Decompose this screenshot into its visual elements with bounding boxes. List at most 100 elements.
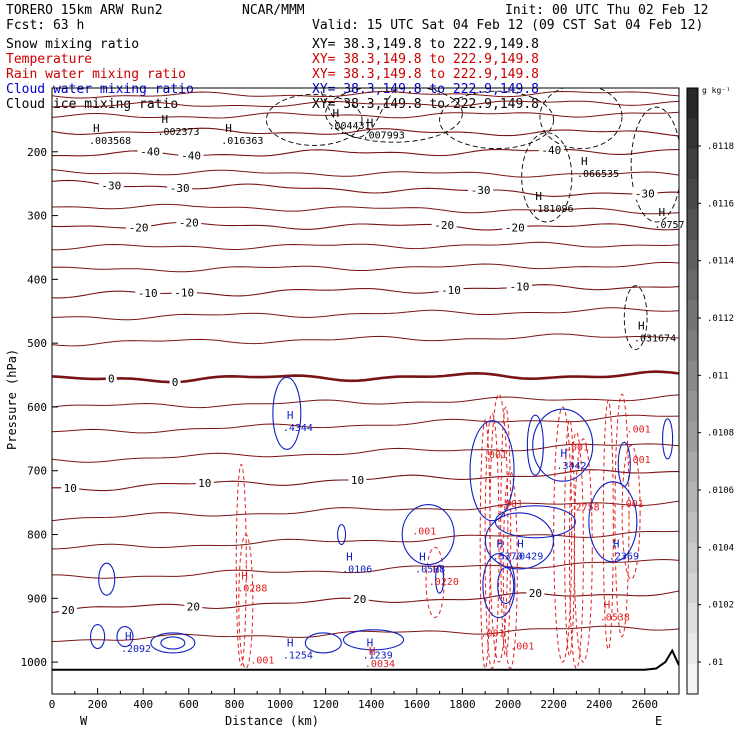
- plot-frame: [51, 87, 680, 695]
- endpoint-left: W: [80, 714, 88, 728]
- cloud-water-contour: [494, 505, 576, 539]
- isotherm-label-bg: [105, 372, 117, 385]
- cloud-water-contour: [90, 624, 106, 650]
- colorbar-tick-label: .0114: [707, 257, 734, 267]
- axes: 0 200 400 600 800 1000 1200 1400 1600 1800 2000 220…: [21, 146, 669, 711]
- y-tick-label: 700: [27, 465, 47, 478]
- isotherm-label-bg: [438, 283, 464, 296]
- y-axis-label: Pressure (hPa): [5, 349, 19, 450]
- y-tick-label: 600: [27, 401, 47, 414]
- maximum-value: .004431: [328, 121, 370, 132]
- isotherm-label-bg: [350, 593, 369, 606]
- isotherm-label: 0: [172, 376, 179, 389]
- maximum-marker: H: [241, 570, 248, 583]
- isotherm-label-bg: [98, 179, 124, 192]
- isotherm-label: -30: [635, 188, 655, 201]
- colorbar-tick-label: .0118: [707, 142, 734, 152]
- isotherm-label: 20: [187, 601, 200, 614]
- cloud-water-contour: [532, 408, 594, 482]
- cloud-water-contour: [116, 626, 134, 648]
- colorbar-tick-label: .01: [707, 658, 723, 668]
- maximum-marker: H: [419, 550, 426, 563]
- maximum-value: .016363: [221, 136, 263, 147]
- colorbar-unit: g kg⁻¹: [702, 86, 731, 95]
- endpoint-right: E: [655, 714, 662, 728]
- isotherm-label: -20: [505, 221, 525, 234]
- rain-water-contour: [238, 534, 254, 669]
- cloud-water-layer: [90, 376, 674, 654]
- colorbar-cell: [687, 269, 698, 301]
- maximum-marker: H: [581, 155, 588, 168]
- x-tick-label: 200: [88, 698, 108, 711]
- maximum-marker: H: [369, 645, 376, 658]
- maximum-marker: H: [225, 122, 232, 135]
- isotherm-label-bg: [169, 376, 181, 389]
- isotherm-label-bg: [506, 280, 532, 293]
- isotherm-line: [52, 443, 679, 463]
- legend-field-name: Rain water mixing ratio: [6, 67, 186, 82]
- isotherm-line: [52, 333, 679, 347]
- terrain-layer: [52, 648, 679, 671]
- cloud-ice-layer: [265, 88, 679, 350]
- colorbar-cell: [687, 542, 698, 574]
- cloud-water-contour: [469, 420, 515, 522]
- maximum-marker: H: [658, 206, 665, 219]
- colorbar-cell: [687, 88, 698, 119]
- y-tick-label: 800: [27, 529, 47, 542]
- cloud-water-contour: [160, 636, 186, 650]
- cloud-water-contour: [484, 512, 554, 570]
- rain-water-contour: [489, 393, 509, 663]
- init-time: Init: 00 UTC Thu 02 Feb 12: [505, 3, 709, 18]
- maximum-marker: H: [560, 447, 567, 460]
- colorbar-cell: [687, 481, 698, 513]
- rain-water-contour: [500, 406, 512, 657]
- maximum-value: .002373: [157, 127, 199, 138]
- rain-contour-label: .2758: [570, 502, 600, 513]
- isotherm-label: -40: [140, 146, 160, 159]
- rain-contour-label: .001: [481, 629, 505, 640]
- isotherm-label: -40: [541, 144, 561, 157]
- isotherm-label: 20: [529, 587, 542, 600]
- cloud-water-contour: [662, 418, 674, 460]
- isotherm-label-bg: [348, 473, 367, 486]
- legend-field-name: Cloud water mixing ratio: [6, 82, 194, 97]
- cloud-water-contour: [588, 481, 638, 563]
- rain-water-layer: [235, 393, 641, 669]
- colorbar-cell: [687, 300, 698, 331]
- rain-contour-label: .001: [565, 442, 589, 453]
- isotherm-line: [52, 241, 679, 251]
- isotherm-label: -30: [101, 180, 121, 193]
- colorbar-tick-label: .0104: [707, 543, 734, 553]
- isotherm-label-bg: [167, 182, 193, 195]
- cloud-water-contour: [98, 562, 116, 596]
- isotherm-label-bg: [195, 477, 214, 490]
- colorbar-cell: [687, 118, 698, 150]
- cloud-water-contour: [150, 632, 196, 654]
- maximum-marker: H: [287, 637, 294, 650]
- isotherm-label: -10: [509, 281, 529, 294]
- colorbar-cell: [687, 512, 698, 543]
- rain-water-contour: [614, 393, 630, 638]
- y-tick-label: 300: [27, 210, 47, 223]
- maximum-marker: H: [161, 113, 168, 126]
- isotherm-label: 10: [351, 474, 364, 487]
- isotherm-label: -10: [138, 287, 158, 300]
- isotherm-label: -20: [434, 219, 454, 232]
- maximum-marker: H: [332, 107, 339, 120]
- legend-field-name: Snow mixing ratio: [6, 37, 139, 52]
- maximum-value: .4344: [283, 423, 313, 434]
- legend-field-xy: XY= 38.3,149.8 to 222.9,149.8: [312, 37, 539, 52]
- colorbar-tick-label: .0112: [707, 314, 734, 324]
- isotherm-label: 10: [64, 482, 77, 495]
- rain-contour-label: .001: [510, 641, 534, 652]
- rain-contour-label: .001: [620, 499, 644, 510]
- colorbar-cell: [687, 178, 698, 210]
- isotherm-line: [52, 500, 679, 522]
- y-tick-label: 400: [27, 273, 47, 286]
- x-tick-label: 1200: [312, 698, 339, 711]
- colorbar-tick-label: .0108: [707, 429, 734, 439]
- rain-contour-label: .001: [412, 527, 436, 538]
- maximum-value: .031674: [634, 334, 676, 345]
- x-tick-label: 2200: [540, 698, 567, 711]
- isotherm-label-bg: [632, 187, 658, 200]
